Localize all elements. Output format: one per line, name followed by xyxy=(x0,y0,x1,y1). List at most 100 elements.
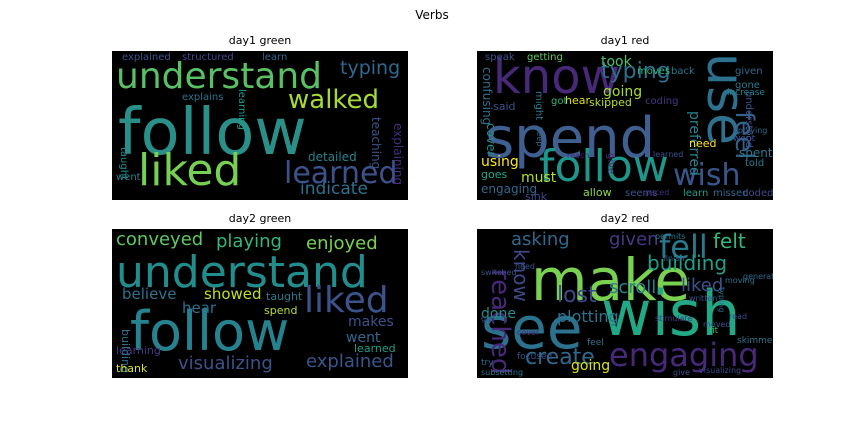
cloud-word: reach xyxy=(567,151,590,160)
cloud-word: gone xyxy=(735,80,760,91)
cloud-word: showed xyxy=(204,285,262,303)
cloud-word: typing xyxy=(601,59,671,84)
cloud-word: must xyxy=(521,170,557,186)
cloud-word: might xyxy=(533,91,544,121)
cloud-word: playing xyxy=(216,231,282,252)
panel-title-day1-red: day1 red xyxy=(600,34,650,47)
cloud-word: fit xyxy=(709,326,719,336)
figure-title: Verbs xyxy=(415,8,449,22)
cloud-word: using xyxy=(481,154,519,170)
cloud-word: cover xyxy=(484,123,498,157)
cloud-word: learn xyxy=(683,188,709,199)
cloud-word: moved xyxy=(703,320,731,329)
cloud-word: enjoyed xyxy=(306,233,378,254)
cloud-word: explained xyxy=(306,351,394,372)
cloud-word: see xyxy=(481,294,583,362)
cloud-word: spend xyxy=(485,106,656,171)
cloud-word: engaging xyxy=(481,182,538,196)
cloud-word: follow xyxy=(118,96,307,170)
panel-title-day2-red: day2 red xyxy=(600,212,650,225)
cloud-word: moving xyxy=(725,276,755,285)
cloud-word: try xyxy=(481,358,494,368)
cloud-word: give xyxy=(673,368,690,377)
cloud-word: switched xyxy=(481,268,517,277)
panel-title-day1-green: day1 green xyxy=(228,34,292,47)
cloud-word: create xyxy=(525,345,595,370)
cloud-word: know xyxy=(493,51,620,105)
cloud-word: fell xyxy=(659,229,708,266)
word-cloud-day1-green: follow understand liked learned walked typing… xyxy=(112,51,408,200)
cloud-word: scroll xyxy=(609,277,657,298)
cloud-word: going xyxy=(603,84,643,100)
cloud-word: learn xyxy=(262,52,288,63)
cloud-word: building xyxy=(647,251,728,275)
cloud-word: liked xyxy=(304,280,389,321)
cloud-word: skipped xyxy=(589,96,632,109)
cloud-word: learned xyxy=(653,150,684,159)
cloud-word: seems xyxy=(625,188,658,199)
cloud-word: go xyxy=(481,314,491,323)
cloud-word: visualizing xyxy=(178,353,273,374)
cloud-word: makes xyxy=(348,314,394,330)
cloud-word: thank xyxy=(116,362,148,375)
cloud-word: confusing xyxy=(480,67,494,126)
cloud-word: focused xyxy=(517,352,553,362)
cloud-word: read xyxy=(729,312,748,321)
cloud-word: believe xyxy=(122,285,177,303)
cloud-word: learning xyxy=(236,89,247,130)
word-cloud-day2-red: make wish see engaging fell felt building liked… xyxy=(477,229,773,378)
cloud-word: hear xyxy=(182,299,217,317)
cloud-word: typing xyxy=(717,287,726,313)
cloud-word: wish xyxy=(673,158,741,193)
cloud-word: going xyxy=(571,358,611,374)
cloud-word: generate xyxy=(743,272,773,281)
cloud-word: feel xyxy=(587,338,604,348)
cloud-word: spend xyxy=(264,304,298,317)
cloud-word: follow xyxy=(130,300,290,363)
cloud-word: stimulate xyxy=(655,314,693,323)
cloud-word: moves xyxy=(637,66,671,77)
cloud-word: explains xyxy=(182,92,224,103)
cloud-word: teaching xyxy=(369,117,383,170)
cloud-word: asking xyxy=(511,229,570,250)
cloud-word: follow xyxy=(539,141,669,192)
cloud-word: engaging xyxy=(609,336,759,374)
cloud-word: structured xyxy=(182,52,234,63)
cloud-word: sink xyxy=(525,190,548,200)
cloud-word: told xyxy=(745,158,765,169)
cloud-word: given xyxy=(735,66,763,77)
cloud-word: make xyxy=(531,246,691,314)
cloud-word: speak xyxy=(485,52,515,63)
cloud-word: spent xyxy=(739,146,773,160)
cloud-word: applying xyxy=(733,126,768,135)
cloud-word: went xyxy=(346,330,381,346)
cloud-word: given xyxy=(609,229,659,250)
cloud-word: permits xyxy=(655,232,686,241)
cloud-word: give xyxy=(605,153,616,175)
cloud-word: learning xyxy=(116,344,161,357)
cloud-word: allow xyxy=(583,186,612,199)
cloud-word: need xyxy=(689,137,717,150)
cloud-word: understand xyxy=(116,247,368,298)
cloud-word: visualizing xyxy=(699,366,742,375)
cloud-word: took xyxy=(601,54,632,70)
cloud-word: typing xyxy=(340,57,401,79)
cloud-word: cover xyxy=(517,328,540,337)
cloud-word: need xyxy=(515,262,535,271)
word-cloud-day2-green: understand follow liked conveyed playing enjo… xyxy=(112,229,408,378)
cloud-word: paced xyxy=(645,188,670,197)
cloud-word: learned xyxy=(284,156,398,191)
cloud-word: subsetting xyxy=(481,368,524,377)
cloud-word: liked xyxy=(138,145,242,196)
cloud-word: indicate xyxy=(300,179,368,199)
cloud-word: taught xyxy=(266,290,303,303)
cloud-word: conveyed xyxy=(116,229,204,250)
cloud-word: missed xyxy=(713,188,749,199)
cloud-word: keep xyxy=(535,127,544,147)
cloud-word: learned xyxy=(354,342,396,355)
cloud-word: got xyxy=(551,96,568,107)
cloud-word: went xyxy=(116,172,141,183)
cloud-word: written xyxy=(689,294,718,303)
cloud-word: done xyxy=(481,306,516,322)
cloud-word: plotting xyxy=(557,307,619,326)
